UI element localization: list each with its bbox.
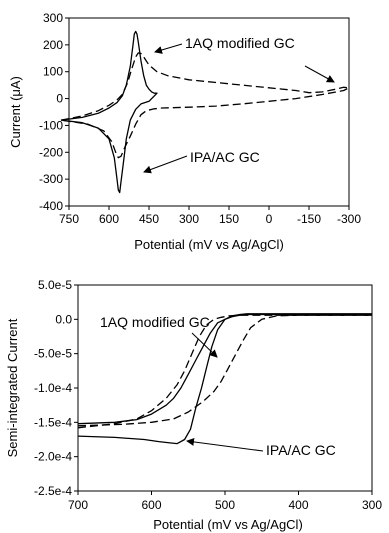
x-tick-label: 300 bbox=[362, 498, 382, 512]
y-tick-label: 0 bbox=[56, 92, 63, 106]
y-tick-label: -1.5e-4 bbox=[34, 415, 72, 429]
y-tick-label: -5.0e-5 bbox=[34, 347, 72, 361]
annotation-arrow bbox=[143, 155, 188, 174]
y-tick-label: -1.0e-4 bbox=[34, 381, 72, 395]
x-tick-label: 400 bbox=[288, 498, 308, 512]
x-tick-label: 0 bbox=[266, 212, 273, 226]
series-line-1-dashed bbox=[77, 314, 372, 429]
x-tick-label: 700 bbox=[68, 498, 88, 512]
annotation-1aq-modified-gc: 1AQ modified GC bbox=[100, 314, 210, 330]
annotation-arrow bbox=[186, 437, 264, 452]
x-tick-label: 450 bbox=[139, 212, 159, 226]
annotation-1aq-modified-gc: 1AQ modified GC bbox=[185, 35, 295, 51]
annotation-arrow bbox=[154, 43, 183, 54]
annotation-ipa-ac-gc: IPA/AC GC bbox=[266, 442, 336, 458]
y-tick-label: -2.0e-4 bbox=[34, 450, 72, 464]
annotation-ipa-ac-gc: IPA/AC GC bbox=[190, 149, 260, 165]
x-tick-label: -300 bbox=[337, 212, 361, 226]
y-tick-label: -300 bbox=[39, 172, 63, 186]
x-tick-label: 300 bbox=[179, 212, 199, 226]
y-tick-label: 300 bbox=[43, 11, 63, 25]
y-tick-label: 200 bbox=[43, 38, 63, 52]
x-tick-label: 500 bbox=[215, 498, 235, 512]
x-tick-label: 750 bbox=[59, 212, 79, 226]
y-tick-label: -100 bbox=[39, 118, 63, 132]
cyclic-voltammogram-chart: 750 600 450 300 150 0 -150 -300 300 200 100 0 -100 -2… bbox=[8, 11, 361, 252]
series-line-4-solid bbox=[77, 313, 372, 445]
y-tick-label: -2.5e-4 bbox=[34, 484, 72, 498]
plot-area-frame bbox=[68, 17, 350, 207]
x-axis-label: Potential (mV vs Ag/AgCl) bbox=[153, 517, 303, 532]
series-line-3-solid bbox=[77, 313, 372, 425]
y-axis-label: Current (μA) bbox=[8, 76, 23, 148]
y-tick-label: 100 bbox=[43, 65, 63, 79]
x-axis-label: Potential (mV vs Ag/AgCl) bbox=[134, 237, 284, 252]
y-tick-label: 5.0e-5 bbox=[38, 278, 72, 292]
y-tick-label: -200 bbox=[39, 145, 63, 159]
annotation-arrow bbox=[191, 332, 218, 358]
x-tick-label: -150 bbox=[297, 212, 321, 226]
x-tick-label: 600 bbox=[141, 498, 161, 512]
semi-integral-chart: 700 600 500 400 300 5.0e-5 0.0 -5.0e-5 -1.0e-4 -1… bbox=[5, 278, 382, 532]
x-tick-label: 150 bbox=[219, 212, 239, 226]
annotation-arrow bbox=[304, 65, 335, 83]
y-axis-label: Semi-integrated Current bbox=[5, 318, 20, 457]
series-line-2-solid bbox=[60, 30, 158, 194]
series-line-1-dashed bbox=[60, 52, 350, 159]
x-tick-label: 600 bbox=[99, 212, 119, 226]
series-line-2-dashed bbox=[77, 314, 372, 427]
y-tick-label: -400 bbox=[39, 199, 63, 213]
y-tick-label: 0.0 bbox=[55, 312, 72, 326]
